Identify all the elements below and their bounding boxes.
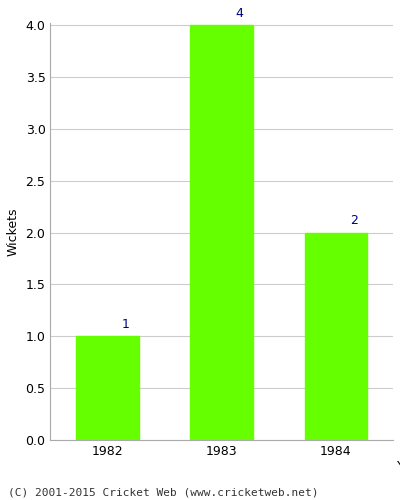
Text: (C) 2001-2015 Cricket Web (www.cricketweb.net): (C) 2001-2015 Cricket Web (www.cricketwe… bbox=[8, 488, 318, 498]
Bar bbox=[76, 336, 139, 440]
Y-axis label: Wickets: Wickets bbox=[7, 208, 20, 256]
Text: Year: Year bbox=[397, 460, 400, 473]
Text: 1: 1 bbox=[121, 318, 129, 331]
Bar bbox=[304, 232, 367, 440]
Text: 2: 2 bbox=[350, 214, 358, 228]
Text: 4: 4 bbox=[236, 6, 243, 20]
Bar bbox=[190, 25, 253, 440]
